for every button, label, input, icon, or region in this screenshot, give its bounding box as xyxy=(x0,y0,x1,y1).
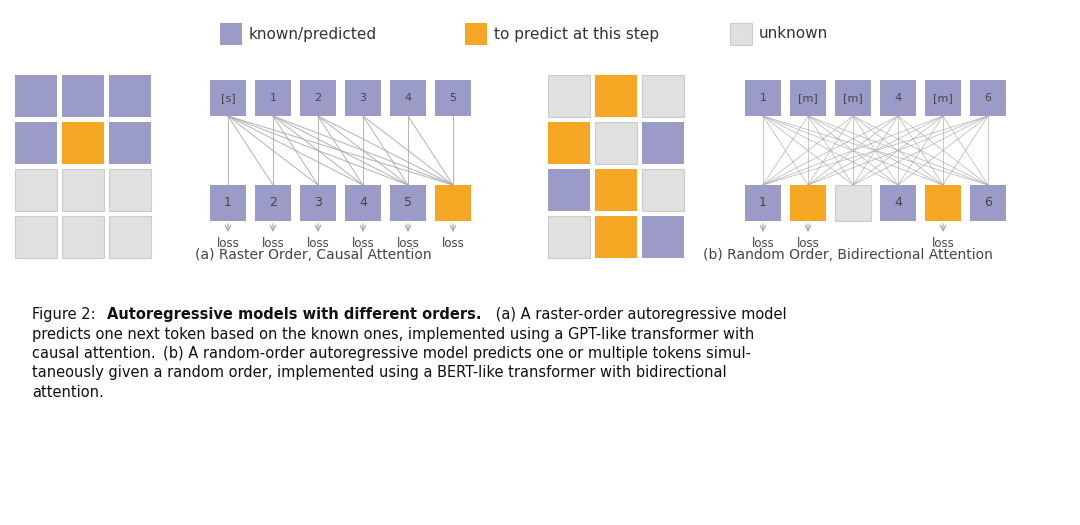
Bar xyxy=(924,185,961,221)
Bar xyxy=(595,169,637,211)
Bar xyxy=(300,185,336,221)
Bar xyxy=(435,185,471,221)
Bar xyxy=(595,122,637,164)
Text: 1: 1 xyxy=(270,93,276,103)
Bar xyxy=(109,75,151,117)
Bar xyxy=(109,122,151,164)
Text: 2: 2 xyxy=(314,93,322,103)
Text: Figure 2:: Figure 2: xyxy=(32,307,110,322)
Bar xyxy=(745,185,781,221)
Bar xyxy=(62,75,104,117)
Bar xyxy=(880,185,916,221)
Text: 4: 4 xyxy=(404,93,411,103)
Bar xyxy=(345,185,381,221)
Bar xyxy=(970,185,1005,221)
Text: 1: 1 xyxy=(759,93,767,103)
Text: 1: 1 xyxy=(759,196,767,209)
Bar xyxy=(730,23,752,45)
Bar xyxy=(255,185,291,221)
Bar xyxy=(62,122,104,164)
Text: [s]: [s] xyxy=(220,93,235,103)
Text: 4: 4 xyxy=(359,196,367,209)
Text: unknown: unknown xyxy=(759,26,828,41)
Bar xyxy=(880,80,916,116)
Text: loss: loss xyxy=(352,237,375,250)
Text: predicts one next token based on the known ones, implemented using a GPT-like tr: predicts one next token based on the kno… xyxy=(32,327,754,341)
Bar xyxy=(15,75,57,117)
Text: known/predicted: known/predicted xyxy=(249,26,377,41)
Text: (b) Random Order, Bidirectional Attention: (b) Random Order, Bidirectional Attentio… xyxy=(703,248,993,262)
Bar xyxy=(835,185,870,221)
Text: taneously given a random order, implemented using a BERT-like transformer with b: taneously given a random order, implemen… xyxy=(32,365,727,381)
Text: 4: 4 xyxy=(894,93,902,103)
Text: 3: 3 xyxy=(314,196,322,209)
Bar xyxy=(15,122,57,164)
Bar xyxy=(595,216,637,258)
Bar xyxy=(642,169,684,211)
Text: attention.: attention. xyxy=(32,385,104,400)
Text: (a) A raster-order autoregressive model: (a) A raster-order autoregressive model xyxy=(481,307,786,322)
Text: 5: 5 xyxy=(404,196,411,209)
Bar xyxy=(595,75,637,117)
Bar xyxy=(789,80,826,116)
Text: [m]: [m] xyxy=(933,93,953,103)
Text: 6: 6 xyxy=(985,93,991,103)
Bar xyxy=(642,75,684,117)
Bar xyxy=(642,216,684,258)
Text: loss: loss xyxy=(442,237,464,250)
Text: 5: 5 xyxy=(449,93,457,103)
Bar xyxy=(835,80,870,116)
Text: 3: 3 xyxy=(360,93,366,103)
Bar xyxy=(210,80,246,116)
Text: loss: loss xyxy=(261,237,284,250)
Bar xyxy=(109,169,151,211)
Text: [m]: [m] xyxy=(798,93,818,103)
Bar xyxy=(390,80,426,116)
Bar xyxy=(548,75,590,117)
Text: loss: loss xyxy=(797,237,820,250)
Text: Autoregressive models with different orders.: Autoregressive models with different ord… xyxy=(107,307,482,322)
Bar xyxy=(390,185,426,221)
Bar xyxy=(345,80,381,116)
Text: loss: loss xyxy=(396,237,419,250)
Text: 1: 1 xyxy=(224,196,232,209)
Text: to predict at this step: to predict at this step xyxy=(494,26,659,41)
Bar xyxy=(642,122,684,164)
Bar xyxy=(745,80,781,116)
Bar xyxy=(62,216,104,258)
Bar xyxy=(15,169,57,211)
Text: (a) Raster Order, Causal Attention: (a) Raster Order, Causal Attention xyxy=(195,248,432,262)
Bar xyxy=(255,80,291,116)
Text: loss: loss xyxy=(752,237,774,250)
Bar xyxy=(548,122,590,164)
Bar xyxy=(465,23,487,45)
Bar xyxy=(435,80,471,116)
Text: 6: 6 xyxy=(984,196,991,209)
Bar xyxy=(62,169,104,211)
Text: causal attention. (b) A random-order autoregressive model predicts one or multip: causal attention. (b) A random-order aut… xyxy=(32,346,751,361)
Bar xyxy=(548,169,590,211)
Bar xyxy=(548,216,590,258)
Bar xyxy=(300,80,336,116)
Text: 4: 4 xyxy=(894,196,902,209)
Bar xyxy=(924,80,961,116)
Bar xyxy=(789,185,826,221)
Bar xyxy=(220,23,242,45)
Bar xyxy=(15,216,57,258)
Text: 2: 2 xyxy=(269,196,276,209)
Bar xyxy=(970,80,1005,116)
Text: [m]: [m] xyxy=(843,93,863,103)
Text: loss: loss xyxy=(307,237,329,250)
Bar xyxy=(109,216,151,258)
Bar xyxy=(210,185,246,221)
Text: loss: loss xyxy=(932,237,955,250)
Text: loss: loss xyxy=(217,237,240,250)
